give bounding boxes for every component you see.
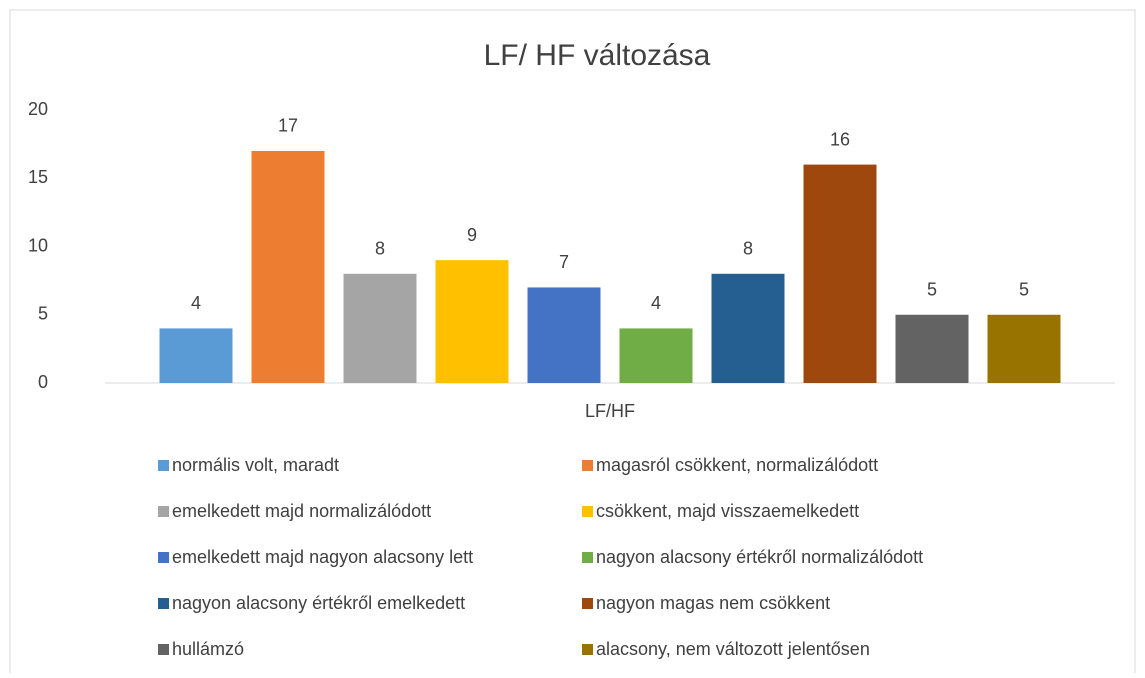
legend-swatch — [158, 644, 169, 655]
data-label: 4 — [191, 293, 201, 313]
y-tick-label: 10 — [28, 235, 48, 255]
data-label: 17 — [278, 116, 298, 136]
data-label: 4 — [651, 293, 661, 313]
legend-swatch — [158, 506, 169, 517]
legend-swatch — [158, 552, 169, 563]
y-tick-label: 15 — [28, 167, 48, 187]
bar — [987, 314, 1061, 383]
x-tick-label: LF/HF — [585, 401, 635, 421]
data-label: 8 — [375, 239, 385, 259]
y-tick-label: 0 — [38, 372, 48, 392]
legend-label: nagyon magas nem csökkent — [596, 593, 830, 613]
bar — [895, 314, 969, 383]
data-label: 16 — [830, 129, 850, 149]
bar — [619, 328, 693, 383]
y-tick-label: 5 — [38, 304, 48, 324]
bar — [527, 287, 601, 383]
bar — [803, 164, 877, 383]
bar — [159, 328, 233, 383]
data-label: 8 — [743, 239, 753, 259]
legend-label: normális volt, maradt — [172, 455, 339, 475]
legend-label: hullámzó — [172, 639, 244, 659]
legend-label: magasról csökkent, normalizálódott — [596, 455, 878, 475]
bar — [343, 273, 417, 383]
legend-swatch — [582, 506, 593, 517]
legend-swatch — [158, 460, 169, 471]
legend-swatch — [582, 460, 593, 471]
chart-title: LF/ HF változása — [484, 39, 711, 72]
legend-swatch — [582, 552, 593, 563]
legend-swatch — [582, 644, 593, 655]
legend-label: nagyon alacsony értékről emelkedett — [172, 593, 465, 613]
bar — [711, 273, 785, 383]
data-label: 7 — [559, 252, 569, 272]
legend-swatch — [158, 598, 169, 609]
legend-label: nagyon alacsony értékről normalizálódott — [596, 547, 923, 567]
bar — [435, 260, 509, 383]
legend-label: csökkent, majd visszaemelkedett — [596, 501, 859, 521]
data-label: 9 — [467, 225, 477, 245]
legend-label: emelkedett majd nagyon alacsony lett — [172, 547, 473, 567]
y-tick-label: 20 — [28, 99, 48, 119]
legend-label: emelkedett majd normalizálódott — [172, 501, 431, 521]
data-label: 5 — [1019, 280, 1029, 300]
legend-label: alacsony, nem változott jelentősen — [596, 639, 870, 659]
bar — [251, 150, 325, 383]
data-label: 5 — [927, 280, 937, 300]
legend-swatch — [582, 598, 593, 609]
